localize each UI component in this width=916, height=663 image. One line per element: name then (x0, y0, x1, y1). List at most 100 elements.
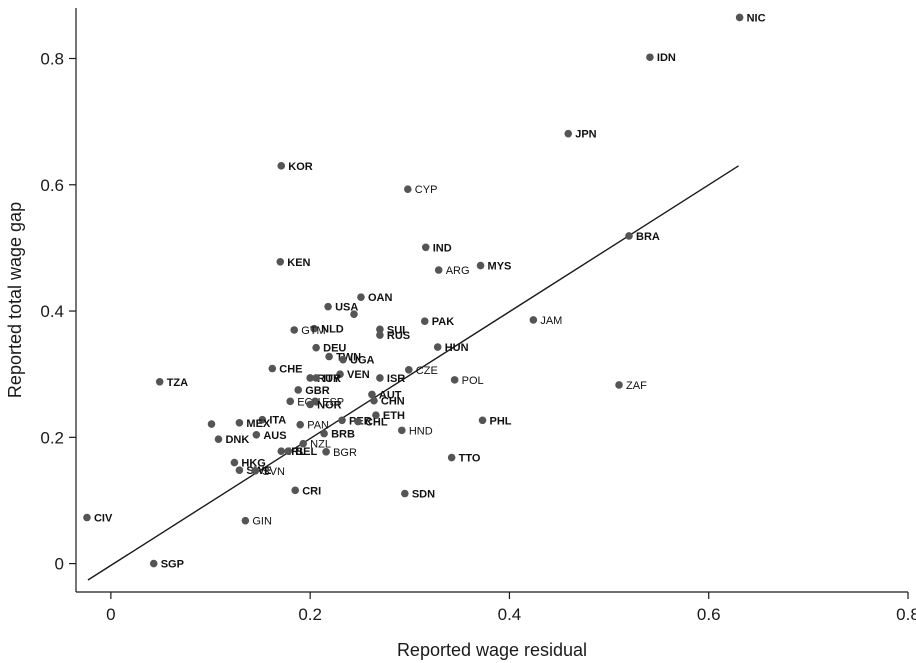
data-point (235, 418, 244, 427)
y-axis-title: Reported total wage gap (5, 202, 25, 398)
data-point (155, 377, 164, 386)
point-label: AUT (379, 389, 402, 401)
data-point (447, 453, 456, 462)
y-tick-label: 0 (55, 555, 64, 574)
x-tick-label: 0.4 (498, 605, 522, 624)
y-tick-label: 0.6 (40, 176, 64, 195)
data-point (325, 352, 333, 361)
data-point (646, 53, 654, 62)
point-label: DEU (323, 343, 346, 355)
data-point (241, 516, 250, 525)
data-point (338, 416, 346, 425)
y-tick-label: 0.8 (40, 50, 64, 69)
data-point (421, 243, 430, 252)
point-label: IRL (288, 446, 306, 458)
data-point (450, 376, 459, 384)
data-point (350, 310, 358, 319)
data-point (322, 448, 330, 456)
data-point (376, 374, 384, 382)
data-point (284, 447, 293, 456)
data-point (277, 447, 286, 456)
x-tick-label: 0.6 (697, 605, 721, 624)
data-point (306, 374, 314, 382)
data-point (405, 365, 413, 374)
data-point (625, 232, 633, 240)
point-label: NZL (310, 439, 331, 451)
data-point (207, 420, 216, 428)
point-label: NOR (317, 399, 342, 411)
data-point (339, 355, 347, 364)
data-point (268, 364, 277, 373)
point-label: CIV (94, 513, 113, 525)
point-label: CYP (415, 184, 438, 196)
point-label: ARG (446, 265, 470, 277)
fit-line (87, 165, 739, 581)
data-point (564, 129, 573, 138)
point-label: CRI (302, 485, 321, 497)
point-label: PAN (307, 420, 329, 432)
point-label: SGP (161, 559, 184, 571)
point-label: CHE (279, 364, 302, 376)
point-label: AUS (263, 430, 286, 442)
data-point (286, 397, 295, 406)
data-point (252, 430, 261, 439)
axes: 0 0.2 0.4 0.6 0.8 0 0.2 0.4 0.6 0.8 (40, 8, 916, 624)
data-point (398, 426, 406, 435)
point-label: RUR (317, 373, 341, 385)
data-point (306, 400, 314, 409)
point-label: SVN (262, 466, 285, 478)
point-label: OAN (368, 292, 393, 304)
data-point (277, 162, 286, 170)
data-point (310, 324, 318, 333)
point-label: JPN (575, 129, 596, 141)
point-label: HND (409, 425, 433, 437)
data-point (291, 486, 300, 495)
point-label: IND (433, 242, 452, 254)
x-tick-label: 0 (106, 605, 115, 624)
fit-line-group (87, 165, 739, 581)
point-label: UGA (350, 355, 375, 367)
data-point (235, 466, 244, 474)
point-label: PAK (432, 316, 454, 328)
point-label: RUS (387, 330, 410, 342)
point-label: BEL (295, 446, 317, 458)
point-label: BRA (636, 231, 660, 243)
point-label: BGR (333, 447, 357, 459)
x-tick-label: 0.8 (896, 605, 916, 624)
data-point (615, 381, 623, 389)
data-point (83, 513, 91, 522)
point-label: NLD (321, 324, 344, 336)
data-point (529, 316, 538, 324)
point-label: GBR (305, 385, 330, 397)
y-tick-label: 0.2 (40, 428, 64, 447)
data-point (357, 293, 365, 301)
data-point (376, 331, 384, 339)
point-label: ITY (323, 373, 341, 385)
point-label: ZAF (626, 380, 647, 392)
data-point (312, 374, 320, 382)
data-point (354, 417, 362, 426)
point-label: ISR (387, 373, 405, 385)
point-label: DNK (225, 434, 249, 446)
data-point (258, 415, 267, 424)
data-point (376, 325, 384, 334)
point-label: HKG (241, 458, 265, 470)
data-point (433, 343, 442, 351)
data-point (214, 435, 223, 444)
data-point (230, 458, 239, 467)
point-label: ETH (383, 410, 405, 422)
points-group: NIC IDN JPN KOR CYP BRA IND KEN MYS ARG OAN USA PAK J… (83, 12, 766, 571)
data-point (368, 390, 376, 399)
point-label: MYS (488, 261, 512, 273)
point-label: MEX (246, 418, 270, 430)
point-label: JAM (540, 315, 562, 327)
point-label: POL (462, 375, 484, 387)
data-point (276, 258, 285, 266)
point-label: TZA (167, 377, 188, 389)
data-point (404, 185, 412, 193)
data-point (336, 370, 344, 378)
point-label: USA (335, 302, 358, 314)
point-label: IDN (657, 52, 676, 64)
point-label: SDN (412, 489, 435, 501)
data-point (294, 386, 302, 394)
